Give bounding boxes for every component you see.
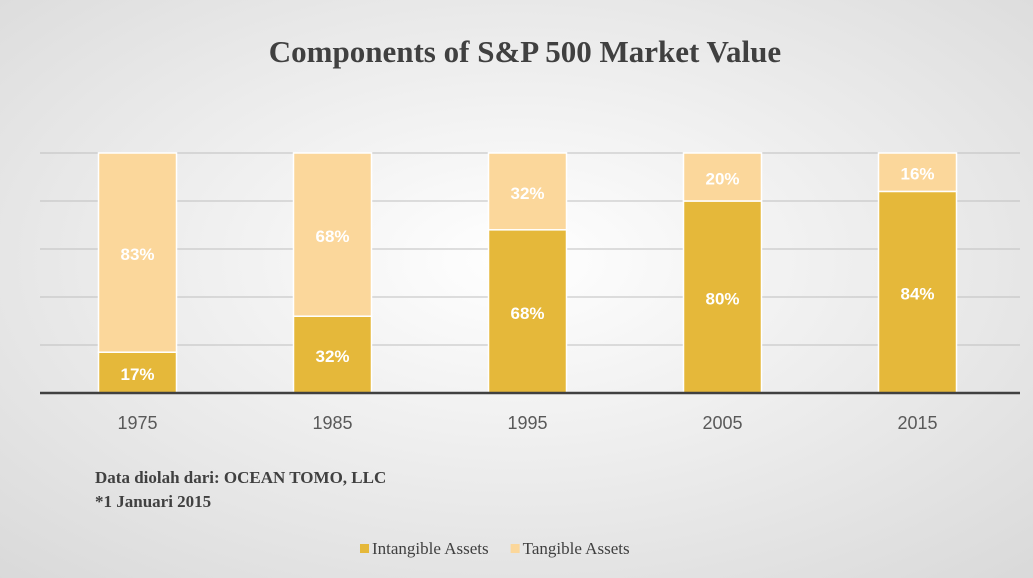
bar-segment	[877, 152, 958, 193]
data-label: 68%	[510, 304, 544, 323]
bar-segment	[487, 152, 568, 231]
legend-label: Tangible Assets	[523, 539, 630, 558]
data-label: 80%	[705, 289, 739, 308]
bar-segment	[97, 152, 178, 353]
bar-segment	[682, 152, 763, 202]
data-label: 68%	[315, 227, 349, 246]
x-tick-label: 1985	[312, 413, 352, 433]
note: *1 Januari 2015	[95, 492, 211, 511]
data-label: 17%	[120, 365, 154, 384]
legend-label: Intangible Assets	[372, 539, 489, 558]
legend-swatch	[360, 544, 369, 553]
data-label: 83%	[120, 245, 154, 264]
data-label: 84%	[900, 285, 934, 304]
legend-swatch	[510, 544, 520, 553]
data-label: 32%	[510, 184, 544, 203]
x-tick-label: 2005	[702, 413, 742, 433]
x-tick-label: 2015	[897, 413, 937, 433]
data-label: 16%	[900, 165, 934, 184]
data-label: 20%	[705, 169, 739, 188]
data-label: 32%	[315, 347, 349, 366]
bar-segment	[877, 190, 958, 394]
chart-title: Components of S&P 500 Market Value	[269, 34, 781, 69]
x-tick-label: 1975	[117, 413, 157, 433]
x-tick-label: 1995	[507, 413, 547, 433]
note: Data diolah dari: OCEAN TOMO, LLC	[95, 468, 386, 487]
bar-segment	[292, 152, 373, 317]
